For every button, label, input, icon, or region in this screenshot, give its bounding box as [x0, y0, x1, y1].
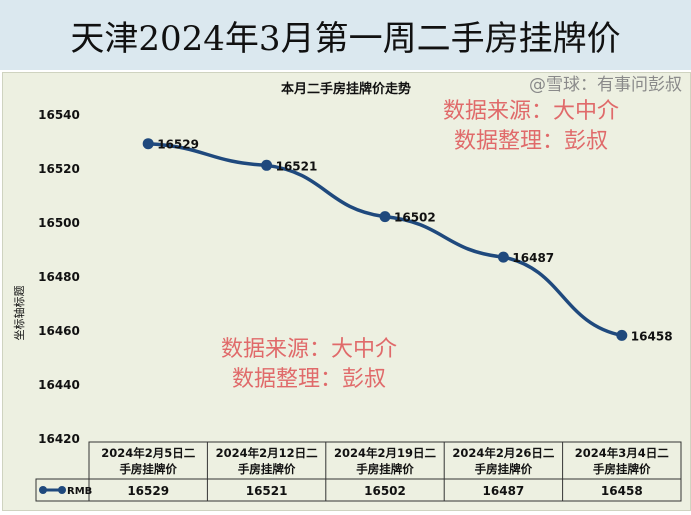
- data-point: [497, 251, 509, 263]
- category-label-line2: 手房挂牌价: [356, 462, 414, 476]
- site-watermark: @雪球：有事问彭叔: [529, 75, 682, 95]
- watermark-top: 数据来源：大中介 数据整理：彭叔: [443, 97, 619, 157]
- watermark-source: 数据来源：大中介: [221, 337, 398, 362]
- table-value: 16502: [364, 484, 406, 498]
- category-label-line2: 手房挂牌价: [593, 462, 651, 476]
- category-label-line2: 手房挂牌价: [475, 462, 533, 476]
- y-tick-label: 16420: [38, 432, 80, 446]
- category-label-line1: 2024年3月4日二: [575, 446, 670, 460]
- y-tick-label: 16520: [38, 162, 80, 176]
- y-tick-label: 16460: [38, 324, 80, 338]
- chart-title: 本月二手房挂牌价走势: [281, 81, 411, 97]
- category-label-line1: 2024年2月12日二: [216, 446, 319, 460]
- data-table-border: [88, 441, 682, 502]
- table-value: 16521: [246, 484, 288, 498]
- data-label: 16458: [631, 329, 673, 343]
- watermark-editor: 数据整理：彭叔: [454, 129, 609, 154]
- data-label: 16529: [157, 138, 199, 152]
- page-title: 天津2024年3月第一周二手房挂牌价: [0, 0, 691, 70]
- data-label: 16487: [512, 251, 554, 265]
- category-label-line1: 2024年2月19日二: [334, 446, 437, 460]
- data-point: [379, 211, 391, 223]
- series-line: [148, 141, 623, 338]
- legend-label: RMB: [67, 486, 92, 497]
- watermark-source: 数据来源：大中介: [443, 99, 620, 124]
- table-value: 16529: [127, 484, 169, 498]
- watermark-editor: 数据整理：彭叔: [232, 367, 387, 392]
- watermark-middle: 数据来源：大中介 数据整理：彭叔: [221, 335, 397, 395]
- y-tick-label: 16540: [38, 108, 80, 122]
- legend-marker: [58, 486, 66, 494]
- data-point: [261, 159, 273, 171]
- data-label: 16502: [394, 211, 436, 225]
- data-label: 16521: [276, 159, 318, 173]
- category-label-line1: 2024年2月5日二: [101, 446, 196, 460]
- table-value: 16458: [601, 484, 643, 498]
- data-point: [616, 329, 628, 341]
- table-value: 16487: [483, 484, 525, 498]
- category-label-line2: 手房挂牌价: [119, 462, 177, 476]
- data-point: [142, 138, 154, 150]
- y-tick-label: 16500: [38, 216, 80, 230]
- legend-marker: [39, 486, 47, 494]
- category-label-line1: 2024年2月26日二: [452, 446, 555, 460]
- category-label-line2: 手房挂牌价: [238, 462, 296, 476]
- y-axis-title: 坐标轴标题: [12, 286, 26, 341]
- y-tick-label: 16480: [38, 270, 80, 284]
- y-tick-label: 16440: [38, 378, 80, 392]
- chart-area: 本月二手房挂牌价走势坐标轴标题 16420 16440 16460 16480 16500…: [2, 72, 691, 511]
- legend-cell: [35, 478, 90, 502]
